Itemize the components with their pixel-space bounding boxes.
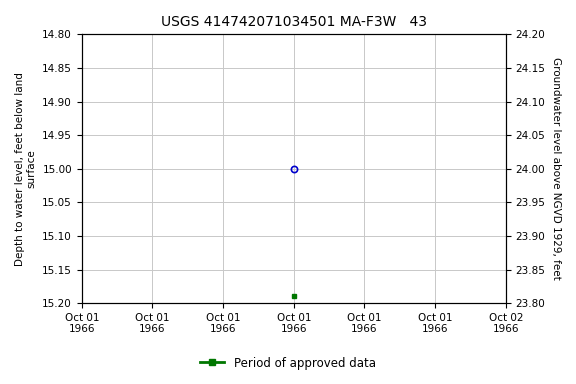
Title: USGS 414742071034501 MA-F3W   43: USGS 414742071034501 MA-F3W 43: [161, 15, 427, 29]
Legend: Period of approved data: Period of approved data: [196, 352, 380, 374]
Y-axis label: Depth to water level, feet below land
surface: Depth to water level, feet below land su…: [15, 72, 37, 266]
Y-axis label: Groundwater level above NGVD 1929, feet: Groundwater level above NGVD 1929, feet: [551, 57, 561, 280]
